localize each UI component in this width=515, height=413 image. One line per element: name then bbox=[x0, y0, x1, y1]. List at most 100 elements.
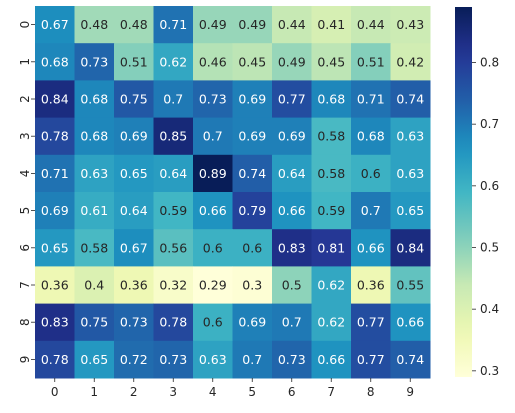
cell-value-label: 0.69 bbox=[120, 129, 148, 144]
colorbar bbox=[455, 7, 472, 377]
x-tick-label: 0 bbox=[51, 385, 59, 399]
cell-value-label: 0.6 bbox=[203, 315, 223, 330]
cell-value-label: 0.7 bbox=[282, 315, 302, 330]
cell-value-label: 0.65 bbox=[396, 203, 424, 218]
cell-value-label: 0.73 bbox=[120, 315, 148, 330]
cell-value-label: 0.64 bbox=[120, 203, 148, 218]
cell-value-label: 0.69 bbox=[238, 92, 266, 107]
cell-value-label: 0.36 bbox=[41, 278, 69, 293]
cell-value-label: 0.66 bbox=[396, 315, 424, 330]
cell-value-label: 0.7 bbox=[163, 92, 183, 107]
cell-value-label: 0.83 bbox=[41, 315, 69, 330]
cell-value-label: 0.63 bbox=[396, 166, 424, 181]
cell-value-label: 0.51 bbox=[357, 54, 385, 69]
cell-value-label: 0.49 bbox=[238, 17, 266, 32]
cell-value-label: 0.6 bbox=[242, 240, 262, 255]
x-tick-label: 2 bbox=[130, 385, 138, 399]
y-tick-label: 6 bbox=[18, 244, 32, 252]
cell-value-label: 0.56 bbox=[159, 240, 187, 255]
colorbar-ticks: 0.30.40.50.60.70.8 bbox=[472, 56, 499, 378]
cell-value-label: 0.73 bbox=[159, 352, 187, 367]
x-tick-label: 1 bbox=[90, 385, 98, 399]
y-tick-label: 7 bbox=[18, 281, 32, 289]
cell-value-label: 0.65 bbox=[41, 240, 69, 255]
y-tick-label: 1 bbox=[18, 58, 32, 66]
cell-value-label: 0.41 bbox=[317, 17, 345, 32]
cell-value-label: 0.63 bbox=[396, 129, 424, 144]
cell-value-label: 0.48 bbox=[120, 17, 148, 32]
cell-value-label: 0.62 bbox=[317, 278, 345, 293]
cell-value-label: 0.5 bbox=[282, 278, 302, 293]
cell-value-label: 0.71 bbox=[357, 92, 385, 107]
cell-value-label: 0.78 bbox=[41, 352, 69, 367]
cell-value-label: 0.63 bbox=[80, 166, 108, 181]
cell-value-label: 0.45 bbox=[238, 54, 266, 69]
cell-value-label: 0.83 bbox=[278, 240, 306, 255]
cell-value-label: 0.61 bbox=[80, 203, 108, 218]
x-tick-label: 7 bbox=[327, 385, 335, 399]
colorbar-tick-label: 0.4 bbox=[480, 302, 499, 316]
cell-value-label: 0.48 bbox=[80, 17, 108, 32]
cell-value-label: 0.58 bbox=[80, 240, 108, 255]
cell-value-label: 0.59 bbox=[317, 203, 345, 218]
cell-value-label: 0.49 bbox=[199, 17, 227, 32]
y-axis-ticks: 0123456789 bbox=[18, 21, 35, 363]
colorbar-tick-label: 0.5 bbox=[480, 241, 499, 255]
cell-value-label: 0.36 bbox=[120, 278, 148, 293]
cell-value-label: 0.68 bbox=[357, 129, 385, 144]
cell-value-label: 0.81 bbox=[317, 240, 345, 255]
colorbar-gradient bbox=[455, 7, 472, 377]
cell-value-label: 0.71 bbox=[41, 166, 69, 181]
cell-value-label: 0.44 bbox=[278, 17, 306, 32]
y-tick-label: 8 bbox=[18, 318, 32, 326]
cell-value-label: 0.43 bbox=[396, 17, 424, 32]
y-tick-label: 3 bbox=[18, 132, 32, 140]
cell-value-label: 0.69 bbox=[238, 315, 266, 330]
cell-value-label: 0.84 bbox=[396, 240, 424, 255]
cell-value-label: 0.63 bbox=[199, 352, 227, 367]
cell-value-label: 0.55 bbox=[396, 278, 424, 293]
cell-value-label: 0.67 bbox=[120, 240, 148, 255]
cell-value-label: 0.4 bbox=[84, 278, 104, 293]
cell-value-label: 0.7 bbox=[242, 352, 262, 367]
cell-value-label: 0.73 bbox=[199, 92, 227, 107]
cell-value-label: 0.68 bbox=[41, 54, 69, 69]
cell-value-label: 0.69 bbox=[278, 129, 306, 144]
x-tick-label: 9 bbox=[406, 385, 414, 399]
cell-value-label: 0.74 bbox=[238, 166, 266, 181]
cell-value-label: 0.69 bbox=[238, 129, 266, 144]
cell-value-label: 0.7 bbox=[361, 203, 381, 218]
cell-value-label: 0.75 bbox=[80, 315, 108, 330]
cell-value-label: 0.68 bbox=[80, 129, 108, 144]
cell-value-label: 0.45 bbox=[317, 54, 345, 69]
cell-value-label: 0.66 bbox=[199, 203, 227, 218]
cell-value-label: 0.3 bbox=[242, 278, 262, 293]
cell-value-label: 0.78 bbox=[159, 315, 187, 330]
cell-value-label: 0.62 bbox=[159, 54, 187, 69]
x-tick-label: 5 bbox=[248, 385, 256, 399]
cell-value-label: 0.67 bbox=[41, 17, 69, 32]
cell-value-label: 0.73 bbox=[80, 54, 108, 69]
cell-value-label: 0.58 bbox=[317, 129, 345, 144]
cell-value-label: 0.74 bbox=[396, 352, 424, 367]
cell-value-label: 0.46 bbox=[199, 54, 227, 69]
cell-value-label: 0.32 bbox=[159, 278, 187, 293]
cell-value-label: 0.68 bbox=[80, 92, 108, 107]
y-tick-label: 2 bbox=[18, 95, 32, 103]
cell-value-label: 0.77 bbox=[357, 315, 385, 330]
cell-value-label: 0.84 bbox=[41, 92, 69, 107]
cell-value-label: 0.79 bbox=[238, 203, 266, 218]
cell-value-label: 0.58 bbox=[317, 166, 345, 181]
x-tick-label: 3 bbox=[169, 385, 177, 399]
y-tick-label: 4 bbox=[18, 170, 32, 178]
cell-value-label: 0.78 bbox=[41, 129, 69, 144]
cell-value-label: 0.72 bbox=[120, 352, 148, 367]
cell-value-label: 0.64 bbox=[159, 166, 187, 181]
colorbar-tick-label: 0.6 bbox=[480, 179, 499, 193]
x-tick-label: 8 bbox=[367, 385, 375, 399]
cell-value-label: 0.42 bbox=[396, 54, 424, 69]
cell-value-label: 0.44 bbox=[357, 17, 385, 32]
cell-value-label: 0.73 bbox=[278, 352, 306, 367]
cell-value-label: 0.59 bbox=[159, 203, 187, 218]
cell-value-label: 0.68 bbox=[317, 92, 345, 107]
